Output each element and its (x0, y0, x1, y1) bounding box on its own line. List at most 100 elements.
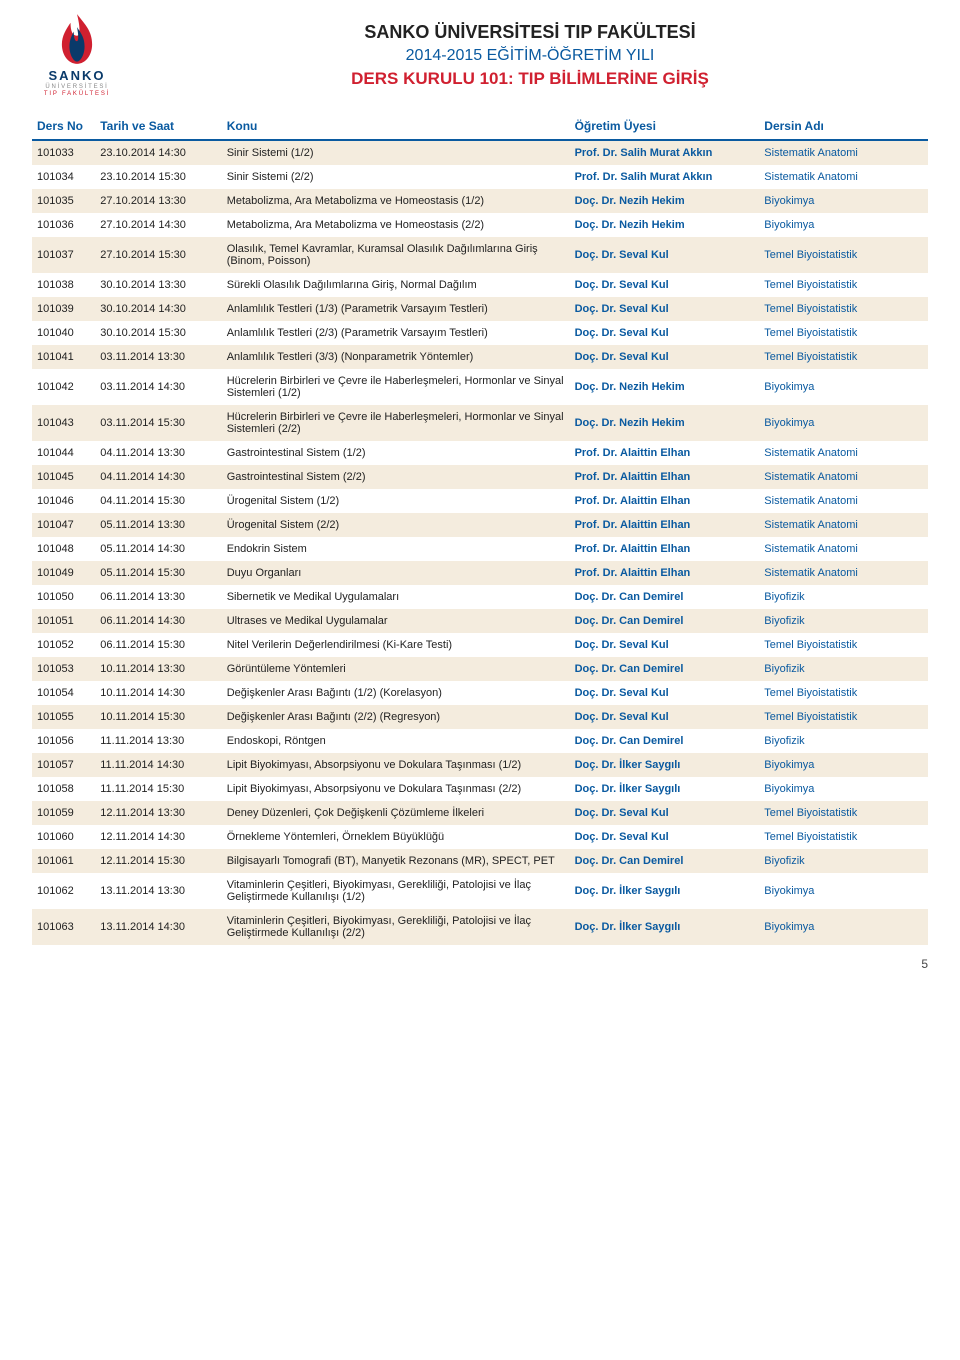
cell: 101039 (32, 297, 95, 321)
cell: 101049 (32, 561, 95, 585)
table-row: 10104404.11.2014 13:30Gastrointestinal S… (32, 441, 928, 465)
cell: Biyokimya (759, 189, 928, 213)
cell: Ürogenital Sistem (1/2) (222, 489, 570, 513)
cell: Prof. Dr. Alaittin Elhan (570, 537, 760, 561)
cell: Ultrases ve Medikal Uygulamalar (222, 609, 570, 633)
cell: 03.11.2014 15:30 (95, 405, 221, 441)
cell: Metabolizma, Ara Metabolizma ve Homeosta… (222, 189, 570, 213)
cell: 101058 (32, 777, 95, 801)
cell: 101037 (32, 237, 95, 273)
cell: 04.11.2014 14:30 (95, 465, 221, 489)
table-row: 10105310.11.2014 13:30Görüntüleme Yöntem… (32, 657, 928, 681)
cell: Bilgisayarlı Tomografi (BT), Manyetik Re… (222, 849, 570, 873)
cell: 10.11.2014 13:30 (95, 657, 221, 681)
cell: Doç. Dr. Can Demirel (570, 657, 760, 681)
table-row: 10104504.11.2014 14:30Gastrointestinal S… (32, 465, 928, 489)
col-header-3: Öğretim Üyesi (570, 113, 760, 140)
table-body: 10103323.10.2014 14:30Sinir Sistemi (1/2… (32, 140, 928, 945)
title-block: SANKO ÜNİVERSİTESİ TIP FAKÜLTESİ 2014-20… (132, 12, 928, 89)
table-row: 10105711.11.2014 14:30Lipit Biyokimyası,… (32, 753, 928, 777)
cell: Prof. Dr. Salih Murat Akkın (570, 165, 760, 189)
cell: Görüntüleme Yöntemleri (222, 657, 570, 681)
col-header-1: Tarih ve Saat (95, 113, 221, 140)
cell: 30.10.2014 14:30 (95, 297, 221, 321)
cell: Biyofizik (759, 729, 928, 753)
table-row: 10106213.11.2014 13:30Vitaminlerin Çeşit… (32, 873, 928, 909)
cell: 13.11.2014 14:30 (95, 909, 221, 945)
cell: 03.11.2014 13:30 (95, 345, 221, 369)
cell: Doç. Dr. Seval Kul (570, 273, 760, 297)
cell: Temel Biyoistatistik (759, 237, 928, 273)
cell: 13.11.2014 13:30 (95, 873, 221, 909)
cell: Sistematik Anatomi (759, 537, 928, 561)
table-row: 10103323.10.2014 14:30Sinir Sistemi (1/2… (32, 140, 928, 165)
cell: Doç. Dr. Seval Kul (570, 681, 760, 705)
cell: Doç. Dr. Seval Kul (570, 825, 760, 849)
cell: Lipit Biyokimyası, Absorpsiyonu ve Dokul… (222, 777, 570, 801)
cell: Biyofizik (759, 849, 928, 873)
cell: Doç. Dr. İlker Saygılı (570, 777, 760, 801)
cell: Doç. Dr. Seval Kul (570, 705, 760, 729)
cell: 04.11.2014 13:30 (95, 441, 221, 465)
cell: Endoskopi, Röntgen (222, 729, 570, 753)
cell: 12.11.2014 15:30 (95, 849, 221, 873)
table-row: 10104604.11.2014 15:30Ürogenital Sistem … (32, 489, 928, 513)
cell: Temel Biyoistatistik (759, 825, 928, 849)
cell: 03.11.2014 14:30 (95, 369, 221, 405)
cell: Biyofizik (759, 609, 928, 633)
cell: Nitel Verilerin Değerlendirilmesi (Ki-Ka… (222, 633, 570, 657)
cell: 11.11.2014 14:30 (95, 753, 221, 777)
cell: 06.11.2014 14:30 (95, 609, 221, 633)
table-row: 10105611.11.2014 13:30Endoskopi, Röntgen… (32, 729, 928, 753)
col-header-2: Konu (222, 113, 570, 140)
table-row: 10104030.10.2014 15:30Anlamlılık Testler… (32, 321, 928, 345)
cell: 101054 (32, 681, 95, 705)
cell: Temel Biyoistatistik (759, 273, 928, 297)
cell: 101057 (32, 753, 95, 777)
cell: 05.11.2014 13:30 (95, 513, 221, 537)
cell: 101052 (32, 633, 95, 657)
cell: Temel Biyoistatistik (759, 345, 928, 369)
table-row: 10104705.11.2014 13:30Ürogenital Sistem … (32, 513, 928, 537)
cell: Olasılık, Temel Kavramlar, Kuramsal Olas… (222, 237, 570, 273)
cell: Hücrelerin Birbirleri ve Çevre ile Haber… (222, 369, 570, 405)
cell: Sistematik Anatomi (759, 513, 928, 537)
table-row: 10106112.11.2014 15:30Bilgisayarlı Tomog… (32, 849, 928, 873)
cell: Biyokimya (759, 213, 928, 237)
cell: Temel Biyoistatistik (759, 705, 928, 729)
cell: Prof. Dr. Salih Murat Akkın (570, 140, 760, 165)
logo-subtext-2: TIP FAKÜLTESİ (44, 91, 110, 97)
cell: Doç. Dr. Seval Kul (570, 237, 760, 273)
table-row: 10105410.11.2014 14:30Değişkenler Arası … (32, 681, 928, 705)
cell: 101034 (32, 165, 95, 189)
table-row: 10106012.11.2014 14:30Örnekleme Yöntemle… (32, 825, 928, 849)
table-row: 10105912.11.2014 13:30Deney Düzenleri, Ç… (32, 801, 928, 825)
cell: Sürekli Olasılık Dağılımlarına Giriş, No… (222, 273, 570, 297)
cell: Örnekleme Yöntemleri, Örneklem Büyüklüğü (222, 825, 570, 849)
cell: Doç. Dr. Nezih Hekim (570, 213, 760, 237)
cell: 101055 (32, 705, 95, 729)
cell: Temel Biyoistatistik (759, 681, 928, 705)
cell: 101048 (32, 537, 95, 561)
logo-text: SANKO (49, 68, 106, 83)
col-header-4: Dersin Adı (759, 113, 928, 140)
cell: 101042 (32, 369, 95, 405)
cell: 101050 (32, 585, 95, 609)
cell: Biyokimya (759, 405, 928, 441)
cell: 27.10.2014 14:30 (95, 213, 221, 237)
cell: 23.10.2014 15:30 (95, 165, 221, 189)
cell: Biyokimya (759, 369, 928, 405)
cell: 101047 (32, 513, 95, 537)
table-row: 10104905.11.2014 15:30Duyu OrganlarıProf… (32, 561, 928, 585)
cell: 101061 (32, 849, 95, 873)
cell: 101060 (32, 825, 95, 849)
cell: 101036 (32, 213, 95, 237)
cell: Prof. Dr. Alaittin Elhan (570, 513, 760, 537)
cell: 11.11.2014 13:30 (95, 729, 221, 753)
cell: Temel Biyoistatistik (759, 801, 928, 825)
cell: Sistematik Anatomi (759, 561, 928, 585)
cell: Doç. Dr. Can Demirel (570, 585, 760, 609)
cell: 10.11.2014 15:30 (95, 705, 221, 729)
cell: Sistematik Anatomi (759, 165, 928, 189)
cell: Anlamlılık Testleri (1/3) (Parametrik Va… (222, 297, 570, 321)
